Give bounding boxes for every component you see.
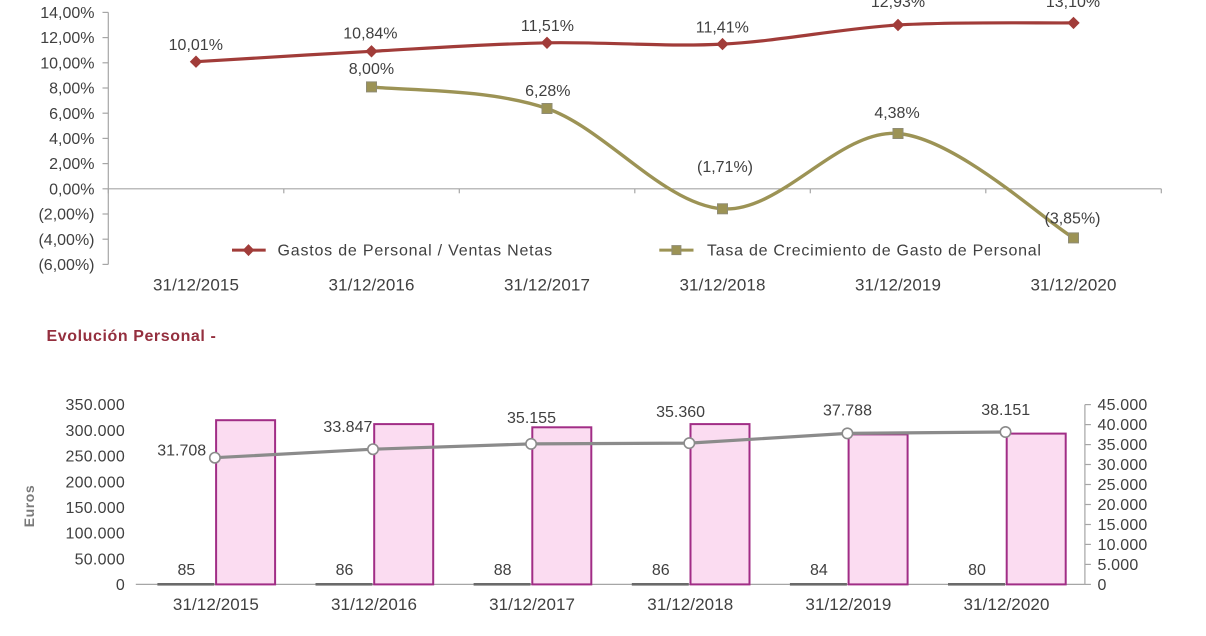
- svg-text:11,41%: 11,41%: [696, 20, 749, 37]
- svg-text:12,93%: 12,93%: [871, 0, 925, 11]
- svg-text:31/12/2016: 31/12/2016: [331, 595, 417, 614]
- svg-text:13,10%: 13,10%: [1046, 0, 1100, 11]
- svg-text:31.708: 31.708: [157, 442, 206, 459]
- svg-text:35.155: 35.155: [507, 410, 556, 427]
- svg-text:200.000: 200.000: [65, 474, 125, 491]
- svg-text:37.788: 37.788: [823, 402, 872, 419]
- svg-text:38.151: 38.151: [981, 402, 1030, 419]
- svg-text:Euros: Euros: [21, 485, 37, 528]
- svg-text:10,01%: 10,01%: [169, 37, 223, 54]
- svg-text:250.000: 250.000: [65, 449, 125, 466]
- svg-text:31/12/2015: 31/12/2015: [173, 595, 259, 614]
- svg-text:31/12/2020: 31/12/2020: [1031, 275, 1117, 294]
- svg-text:(2,00%): (2,00%): [38, 207, 94, 224]
- svg-text:5.000: 5.000: [1098, 557, 1139, 574]
- svg-text:4,38%: 4,38%: [874, 105, 919, 122]
- svg-text:14,00%: 14,00%: [40, 5, 94, 22]
- svg-text:31/12/2015: 31/12/2015: [153, 275, 239, 294]
- svg-text:(6,00%): (6,00%): [38, 257, 94, 274]
- svg-text:33.847: 33.847: [323, 419, 372, 436]
- svg-text:0: 0: [1098, 577, 1107, 594]
- svg-text:31/12/2020: 31/12/2020: [964, 595, 1050, 614]
- svg-text:31/12/2018: 31/12/2018: [647, 595, 733, 614]
- svg-text:0,00%: 0,00%: [49, 181, 94, 198]
- svg-text:10,84%: 10,84%: [343, 25, 397, 42]
- svg-text:31/12/2019: 31/12/2019: [805, 595, 891, 614]
- svg-text:31/12/2016: 31/12/2016: [329, 275, 415, 294]
- svg-text:4,00%: 4,00%: [49, 131, 94, 148]
- svg-text:8,00%: 8,00%: [349, 61, 394, 78]
- svg-text:80: 80: [968, 562, 986, 579]
- svg-text:11,51%: 11,51%: [521, 18, 574, 35]
- svg-text:31/12/2017: 31/12/2017: [504, 275, 590, 294]
- svg-text:10,00%: 10,00%: [40, 55, 94, 72]
- svg-text:Gastos de Personal / Ventas Ne: Gastos de Personal / Ventas Netas: [278, 242, 553, 259]
- svg-text:31/12/2017: 31/12/2017: [489, 595, 575, 614]
- svg-text:100.000: 100.000: [65, 526, 125, 543]
- svg-text:88: 88: [494, 562, 512, 579]
- svg-text:8,00%: 8,00%: [49, 81, 94, 98]
- svg-text:10.000: 10.000: [1098, 537, 1148, 554]
- svg-text:50.000: 50.000: [75, 551, 125, 568]
- svg-text:300.000: 300.000: [65, 423, 125, 440]
- svg-text:Evolución Personal -: Evolución Personal -: [47, 328, 217, 345]
- svg-text:15.000: 15.000: [1098, 517, 1148, 534]
- svg-text:Tasa de Crecimiento de Gasto d: Tasa de Crecimiento de Gasto de Personal: [707, 242, 1042, 259]
- svg-text:86: 86: [652, 562, 670, 579]
- svg-text:35.360: 35.360: [656, 404, 705, 421]
- svg-text:45.000: 45.000: [1098, 397, 1148, 414]
- svg-text:25.000: 25.000: [1098, 477, 1148, 494]
- svg-text:84: 84: [810, 562, 828, 579]
- svg-text:40.000: 40.000: [1098, 417, 1148, 434]
- svg-text:6,00%: 6,00%: [49, 106, 94, 123]
- svg-text:350.000: 350.000: [65, 397, 125, 414]
- svg-text:12,00%: 12,00%: [40, 30, 94, 47]
- svg-text:2,00%: 2,00%: [49, 156, 94, 173]
- svg-text:(4,00%): (4,00%): [38, 232, 94, 249]
- svg-text:31/12/2018: 31/12/2018: [680, 275, 766, 294]
- svg-text:150.000: 150.000: [65, 500, 125, 517]
- svg-text:(1,71%): (1,71%): [697, 159, 753, 176]
- svg-text:20.000: 20.000: [1098, 497, 1148, 514]
- svg-text:30.000: 30.000: [1098, 457, 1148, 474]
- svg-text:0: 0: [116, 577, 125, 594]
- svg-text:86: 86: [336, 562, 354, 579]
- svg-text:31/12/2019: 31/12/2019: [855, 275, 941, 294]
- svg-text:85: 85: [178, 562, 196, 579]
- svg-text:6,28%: 6,28%: [525, 83, 570, 100]
- svg-text:35.000: 35.000: [1098, 437, 1148, 454]
- svg-text:(3,85%): (3,85%): [1044, 211, 1100, 228]
